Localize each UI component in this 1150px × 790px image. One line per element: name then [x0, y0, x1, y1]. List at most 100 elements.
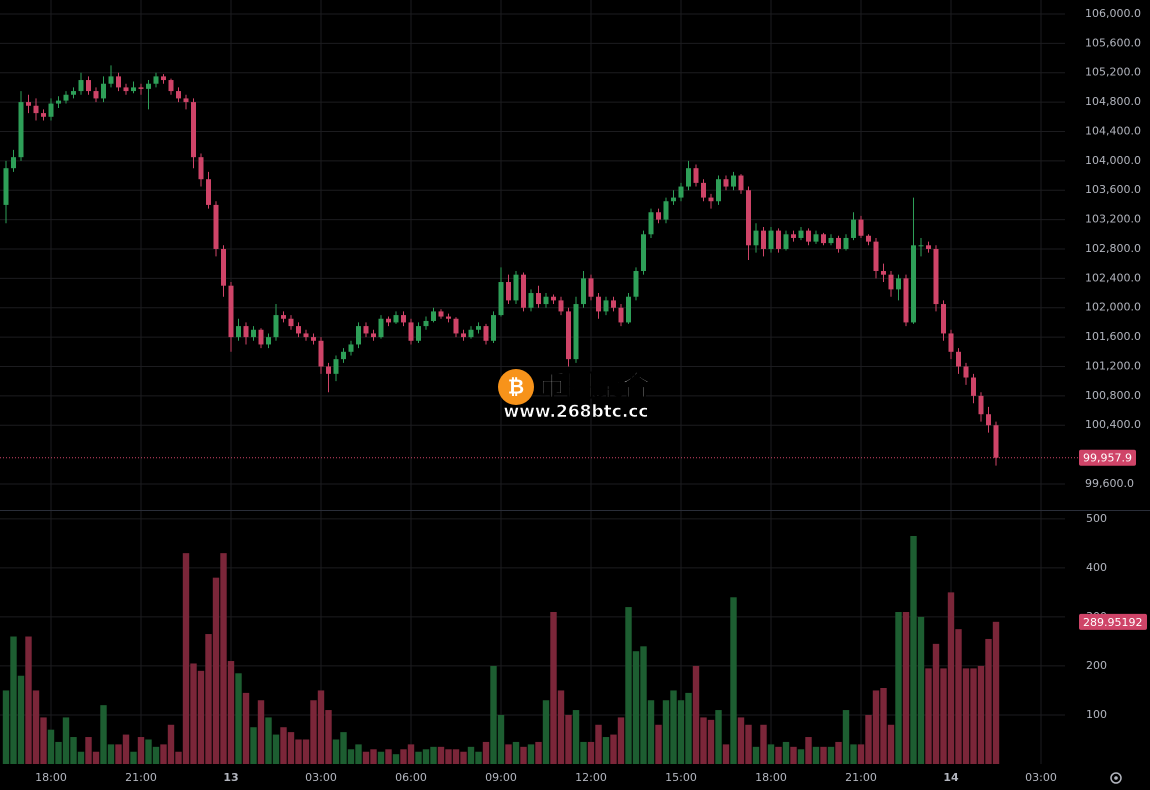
- volume-bar: [280, 727, 287, 764]
- volume-bar: [617, 717, 625, 764]
- candle-body: [101, 83, 106, 99]
- candle-body: [828, 237, 834, 244]
- volume-bar: [640, 646, 647, 764]
- volume-bar: [737, 717, 745, 764]
- volume-bar: [722, 744, 730, 764]
- volume-bar: [287, 732, 295, 764]
- volume-bar: [70, 737, 77, 764]
- volume-bar: [977, 665, 985, 764]
- volume-bar: [227, 661, 235, 764]
- volume-bar: [992, 621, 1000, 764]
- candle-body: [281, 315, 286, 319]
- candle-body: [161, 76, 166, 81]
- candle-body: [716, 179, 721, 202]
- volume-bar: [520, 746, 527, 764]
- volume-bar: [347, 749, 355, 764]
- volume-bar: [865, 714, 872, 764]
- candle-body: [993, 425, 999, 458]
- settings-button[interactable]: [1110, 772, 1122, 784]
- volume-bar: [887, 724, 895, 764]
- volume-bar: [610, 734, 617, 764]
- candle-body: [303, 333, 309, 338]
- candle-body: [416, 326, 421, 341]
- candle-body: [11, 157, 16, 169]
- y-tick-label: 105,600.0: [1085, 36, 1141, 49]
- candle-body: [78, 80, 84, 92]
- volume-bar: [677, 700, 685, 764]
- volume-bar: [385, 749, 392, 764]
- volume-bar: [422, 749, 430, 764]
- volume-bar: [692, 665, 700, 764]
- candle-body: [836, 237, 841, 249]
- x-tick-label: 21:00: [125, 771, 157, 784]
- volume-bar: [857, 744, 865, 764]
- x-tick-label: 18:00: [755, 771, 787, 784]
- candle-body: [738, 175, 744, 191]
- candle-body: [288, 318, 294, 327]
- volume-bar: [77, 751, 85, 764]
- x-tick-label: 18:00: [35, 771, 67, 784]
- last-volume-tag: [1079, 613, 1147, 630]
- candle-body: [183, 98, 189, 103]
- volume-bar: [137, 737, 145, 764]
- candle-body: [633, 271, 639, 297]
- volume-bar: [752, 746, 760, 764]
- volume-bar: [970, 668, 977, 764]
- volume-bar: [400, 749, 407, 764]
- candle-body: [806, 230, 811, 242]
- volume-bar: [10, 636, 17, 764]
- volume-bar: [985, 638, 992, 764]
- candle-body: [33, 105, 39, 114]
- volume-bar: [182, 553, 190, 764]
- candle-body: [476, 326, 481, 330]
- volume-bar: [250, 727, 257, 764]
- y-tick-label: 103,600.0: [1085, 183, 1141, 196]
- candle-body: [978, 395, 984, 415]
- volume-bar: [415, 751, 422, 764]
- candle-body: [71, 91, 76, 95]
- volume-bar: [662, 700, 670, 764]
- candle-body: [483, 326, 489, 341]
- y-tick-label: 102,000.0: [1085, 301, 1141, 314]
- y-tick-label: 103,200.0: [1085, 213, 1141, 226]
- candle-body: [723, 179, 729, 187]
- settings-icon[interactable]: [1110, 772, 1122, 784]
- settings-icon-center[interactable]: [1114, 776, 1118, 780]
- volume-bar: [190, 663, 197, 764]
- volume-bar: [767, 744, 775, 764]
- candle-body: [41, 113, 46, 117]
- volume-bar: [482, 741, 490, 764]
- candle-body: [581, 278, 586, 305]
- last-price-tag: [1079, 449, 1136, 466]
- volume-bar: [377, 751, 385, 764]
- candle-body: [866, 235, 871, 242]
- volume-bar: [122, 734, 130, 764]
- candle-body: [498, 282, 504, 316]
- candle-body: [941, 304, 946, 334]
- candle-body: [266, 337, 271, 345]
- last-price-label: 99,957.9: [1083, 452, 1132, 465]
- volume-bar: [790, 746, 797, 764]
- volume-bar: [595, 724, 602, 764]
- candle-body: [881, 271, 886, 275]
- candle-body: [93, 91, 99, 99]
- candle-body: [521, 274, 526, 308]
- volume-bar: [805, 737, 812, 764]
- candle-body: [573, 304, 579, 360]
- candle-body: [933, 248, 939, 305]
- volume-bar: [85, 737, 92, 764]
- watermark-title: 币圈聚合: [538, 369, 651, 402]
- candle-body: [146, 83, 151, 89]
- candle-body: [543, 296, 549, 305]
- candle-body: [438, 311, 444, 317]
- volume-tick-label: 100: [1086, 708, 1107, 721]
- candle-body: [221, 248, 226, 286]
- candle-body: [686, 168, 691, 187]
- candle-body: [131, 87, 136, 92]
- candle-body: [528, 293, 534, 308]
- volume-bar: [685, 692, 692, 764]
- volume-bar: [242, 692, 250, 764]
- volume-bar: [947, 592, 955, 764]
- volume-bar: [580, 741, 587, 764]
- volume-tick-label: 500: [1086, 512, 1107, 525]
